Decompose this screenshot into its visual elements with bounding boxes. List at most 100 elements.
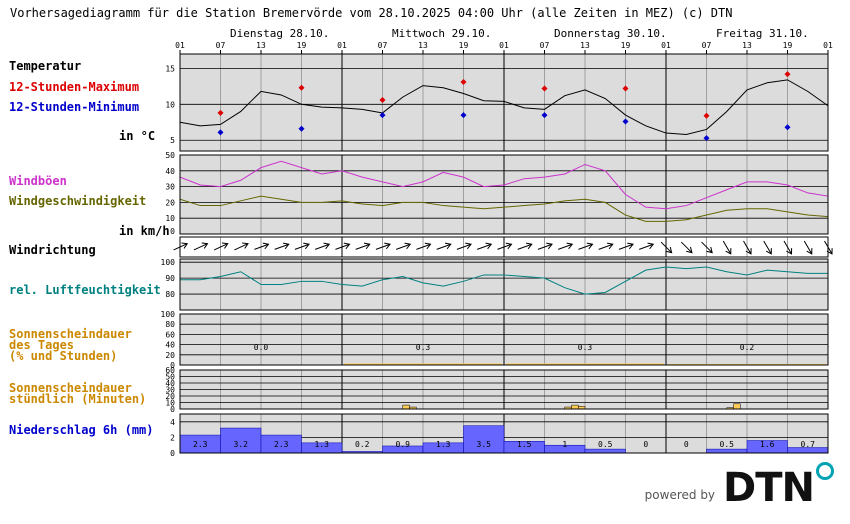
sun-day-label-1: 0.3 xyxy=(416,343,431,352)
day-label-4: Freitag 31.10. xyxy=(716,27,809,40)
wind-speed-line xyxy=(179,195,829,222)
precip-label-3: 1.3 xyxy=(315,440,330,449)
wind-arrow-16 xyxy=(497,242,513,250)
hour-tick-label-3: 19 xyxy=(297,41,307,50)
precip-label-2: 2.3 xyxy=(274,440,289,449)
wind-arrow-head-18 xyxy=(546,242,553,250)
wind-arrow-head-8 xyxy=(343,242,351,250)
wind-arrow-shaft-29 xyxy=(763,240,772,254)
day-label-3: Donnerstag 30.10. xyxy=(554,27,667,40)
tmax-point-6 xyxy=(703,112,710,119)
wind-arrow-10 xyxy=(375,242,391,250)
ytick-sunhour-50: 50 xyxy=(165,373,175,382)
label-gusts: Windböen xyxy=(9,174,67,188)
precip-bar-1 xyxy=(220,427,262,454)
ytick-sunday-100: 100 xyxy=(161,310,176,319)
wind-arrow-shaft-7 xyxy=(315,244,329,250)
wind-arrow-head-15 xyxy=(485,242,493,250)
wind-arrow-head-14 xyxy=(465,242,472,250)
wind-arrow-shaft-27 xyxy=(722,240,731,254)
wind-arrow-3 xyxy=(234,242,249,251)
wind-arrow-8 xyxy=(335,242,351,250)
chart-title: Vorhersagediagramm für die Station Breme… xyxy=(10,6,733,20)
precip-label-10: 0.5 xyxy=(598,440,613,449)
label-temperature: Temperatur xyxy=(9,59,82,73)
wind-arrow-17 xyxy=(517,242,533,250)
wind-arrow-18 xyxy=(537,242,553,250)
wind-arrow-shaft-12 xyxy=(416,244,430,250)
ytick-temp-5: 5 xyxy=(170,136,175,145)
panel-border-sunday xyxy=(179,313,829,366)
wind-arrow-shaft-24 xyxy=(660,241,672,253)
wind-arrow-shaft-5 xyxy=(274,244,288,250)
label-sun-daily-line2: des Tages xyxy=(9,338,75,352)
precip-label-0: 2.3 xyxy=(193,440,208,449)
wind-arrow-head-5 xyxy=(282,242,290,250)
ytick-temp-15: 15 xyxy=(165,64,175,73)
label-sun-daily: Sonnenscheindauer des Tages (% und Stund… xyxy=(9,327,132,363)
wind-arrow-20 xyxy=(578,242,594,250)
brand: powered by DTN xyxy=(645,462,834,508)
ytick-wind-40: 40 xyxy=(165,167,175,176)
wind-arrow-shaft-9 xyxy=(355,244,369,250)
precip-bar-13 xyxy=(706,448,748,454)
wind-arrow-shaft-2 xyxy=(213,243,228,251)
ytick-sunhour-30: 30 xyxy=(165,386,175,395)
label-sun-daily-line1: Sonnenscheindauer xyxy=(9,327,132,341)
tmax-point-2 xyxy=(379,96,386,103)
gust-line xyxy=(179,160,829,210)
precip-label-8: 1.5 xyxy=(517,440,532,449)
wind-arrow-15 xyxy=(477,242,493,250)
label-wind-unit: in km/h xyxy=(119,224,170,238)
wind-arrow-head-12 xyxy=(424,242,432,250)
hour-tick-label-11: 19 xyxy=(621,41,631,50)
precip-bar-10 xyxy=(584,448,626,454)
hour-tick-label-7: 19 xyxy=(459,41,469,50)
tmin-point-2 xyxy=(379,112,386,119)
precip-label-5: 0.9 xyxy=(396,440,411,449)
wind-arrow-head-26 xyxy=(706,246,713,254)
hour-tick-label-0: 01 xyxy=(175,41,185,50)
wind-arrow-shaft-15 xyxy=(477,244,491,250)
tmax-point-7 xyxy=(784,71,791,78)
logo-dot-icon xyxy=(816,462,834,480)
wind-arrow-head-9 xyxy=(363,242,371,250)
wind-arrow-shaft-19 xyxy=(558,244,572,250)
wind-arrow-7 xyxy=(315,242,331,250)
tmin-point-4 xyxy=(541,112,548,119)
wind-arrow-head-1 xyxy=(201,242,209,249)
sun-day-label-2: 0.3 xyxy=(578,343,593,352)
sun-day-bar-2 xyxy=(506,363,664,365)
wind-arrow-head-28 xyxy=(745,248,752,255)
day-label-2: Mittwoch 29.10. xyxy=(392,27,492,40)
precip-label-6: 1.3 xyxy=(436,440,451,449)
ytick-sunday-60: 60 xyxy=(165,330,175,339)
label-sun-daily-line3: (% und Stunden) xyxy=(9,349,118,363)
sun-hour-bar-82 xyxy=(733,403,741,410)
hour-tick-label-12: 01 xyxy=(661,41,671,50)
ytick-wind-50: 50 xyxy=(165,151,175,160)
sun-day-label-0: 0.0 xyxy=(254,343,269,352)
label-temp-unit: in °C xyxy=(119,129,156,143)
label-wind-speed: Windgeschwindigkeit xyxy=(9,194,147,208)
wind-arrow-19 xyxy=(558,242,574,250)
wind-arrow-head-16 xyxy=(505,242,513,250)
wind-arrow-head-4 xyxy=(262,242,270,250)
wind-arrow-head-32 xyxy=(826,248,833,255)
tmin-point-3 xyxy=(460,112,467,119)
tmin-point-7 xyxy=(784,124,791,131)
wind-arrow-shaft-1 xyxy=(193,243,207,251)
precip-label-7: 3.5 xyxy=(477,440,492,449)
wind-arrow-shaft-18 xyxy=(537,244,552,250)
hour-tick-label-9: 07 xyxy=(540,41,550,50)
precip-label-1: 3.2 xyxy=(234,440,249,449)
hour-tick-label-8: 01 xyxy=(499,41,509,50)
label-tmin: 12-Stunden-Minimum xyxy=(9,100,140,114)
ytick-sunhour-0: 0 xyxy=(170,405,175,414)
wind-arrow-6 xyxy=(294,242,310,250)
wind-arrow-23 xyxy=(639,242,655,250)
label-wind-direction: Windrichtung xyxy=(9,243,96,257)
label-sun-hourly: Sonnenscheindauer stündlich (Minuten) xyxy=(9,382,146,405)
powered-by-text: powered by xyxy=(644,488,716,502)
wind-arrow-head-7 xyxy=(323,242,331,250)
